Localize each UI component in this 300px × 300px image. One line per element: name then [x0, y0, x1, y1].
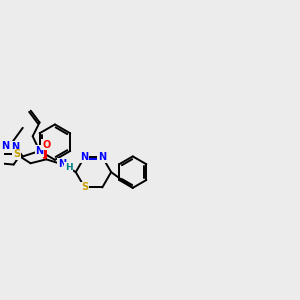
Text: N: N: [11, 142, 19, 152]
Text: N: N: [1, 141, 9, 151]
Text: S: S: [13, 149, 20, 159]
Text: H: H: [65, 163, 73, 172]
Text: N: N: [58, 159, 66, 169]
Text: S: S: [81, 182, 88, 192]
Text: N: N: [98, 152, 106, 162]
Text: N: N: [35, 146, 44, 156]
Text: N: N: [80, 152, 89, 162]
Text: O: O: [42, 140, 50, 150]
